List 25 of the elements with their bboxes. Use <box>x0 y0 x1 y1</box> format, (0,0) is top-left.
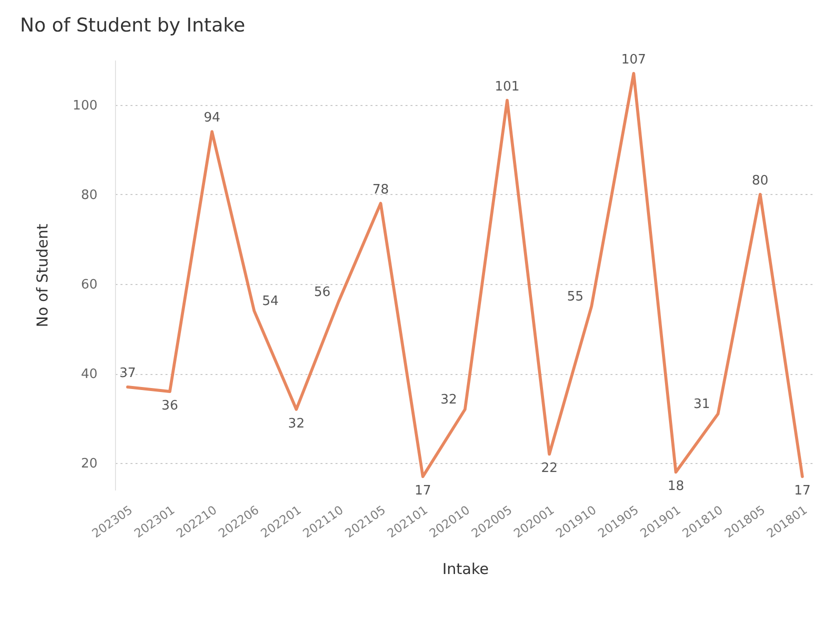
data-label: 80 <box>752 173 768 188</box>
data-label: 32 <box>440 392 457 408</box>
data-label: 22 <box>541 461 558 476</box>
chart-title: No of Student by Intake <box>20 14 246 36</box>
data-label: 94 <box>204 110 220 126</box>
data-label: 36 <box>162 398 178 414</box>
data-label: 55 <box>566 289 584 304</box>
y-tick-label: 20 <box>80 456 98 472</box>
data-label: 78 <box>372 182 389 198</box>
data-label: 101 <box>494 79 520 94</box>
y-tick-label: 80 <box>80 188 98 203</box>
data-label: 56 <box>314 284 330 300</box>
data-label: 37 <box>119 366 136 381</box>
data-label: 54 <box>262 294 279 309</box>
y-tick-label: 100 <box>72 98 98 114</box>
data-label: 32 <box>288 416 305 432</box>
y-tick-label: 40 <box>80 367 98 382</box>
y-tick-label: 60 <box>80 277 98 292</box>
y-axis-title: No of Student <box>34 224 52 328</box>
data-label: 31 <box>693 396 710 412</box>
data-label: 17 <box>414 484 432 499</box>
x-axis-title: Intake <box>442 560 489 578</box>
data-label: 17 <box>794 484 811 499</box>
data-label: 107 <box>621 52 646 68</box>
data-label: 18 <box>668 479 684 494</box>
